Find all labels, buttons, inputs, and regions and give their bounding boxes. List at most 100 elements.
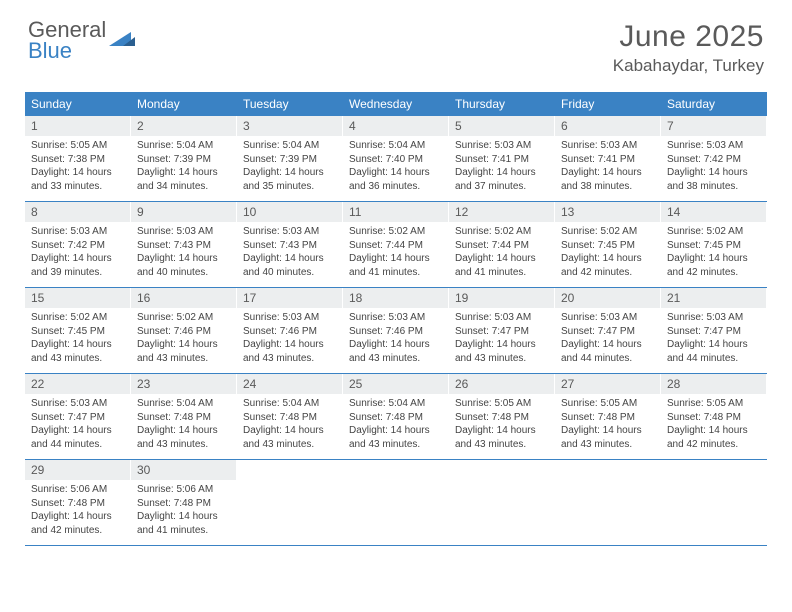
- day-number: 10: [237, 202, 343, 222]
- day-details: Sunrise: 5:04 AMSunset: 7:39 PMDaylight:…: [131, 136, 237, 201]
- day-number: 4: [343, 116, 449, 136]
- day-number: 9: [131, 202, 237, 222]
- day-details: Sunrise: 5:02 AMSunset: 7:46 PMDaylight:…: [131, 308, 237, 373]
- day-number: 26: [449, 374, 555, 394]
- weekday-header: Tuesday: [237, 92, 343, 116]
- day-details: Sunrise: 5:03 AMSunset: 7:47 PMDaylight:…: [555, 308, 661, 373]
- day-cell: 6Sunrise: 5:03 AMSunset: 7:41 PMDaylight…: [555, 116, 661, 202]
- day-cell: 23Sunrise: 5:04 AMSunset: 7:48 PMDayligh…: [131, 374, 237, 460]
- day-number: 11: [343, 202, 449, 222]
- day-number: 8: [25, 202, 131, 222]
- weekday-header-row: SundayMondayTuesdayWednesdayThursdayFrid…: [25, 92, 767, 116]
- day-cell: 25Sunrise: 5:04 AMSunset: 7:48 PMDayligh…: [343, 374, 449, 460]
- day-details: Sunrise: 5:03 AMSunset: 7:41 PMDaylight:…: [449, 136, 555, 201]
- day-number: 27: [555, 374, 661, 394]
- day-details: Sunrise: 5:03 AMSunset: 7:47 PMDaylight:…: [661, 308, 767, 373]
- calendar-table: SundayMondayTuesdayWednesdayThursdayFrid…: [25, 92, 767, 546]
- day-details: Sunrise: 5:05 AMSunset: 7:48 PMDaylight:…: [555, 394, 661, 459]
- day-cell: 20Sunrise: 5:03 AMSunset: 7:47 PMDayligh…: [555, 288, 661, 374]
- day-details: Sunrise: 5:04 AMSunset: 7:40 PMDaylight:…: [343, 136, 449, 201]
- day-cell: 27Sunrise: 5:05 AMSunset: 7:48 PMDayligh…: [555, 374, 661, 460]
- title-block: June 2025 Kabahaydar, Turkey: [613, 20, 764, 76]
- day-cell: 2Sunrise: 5:04 AMSunset: 7:39 PMDaylight…: [131, 116, 237, 202]
- month-title: June 2025: [613, 20, 764, 54]
- day-number: 16: [131, 288, 237, 308]
- brand-triangle-icon: [109, 28, 135, 53]
- day-number: 7: [661, 116, 767, 136]
- day-cell: 4Sunrise: 5:04 AMSunset: 7:40 PMDaylight…: [343, 116, 449, 202]
- day-number: 23: [131, 374, 237, 394]
- day-number: 5: [449, 116, 555, 136]
- day-details: Sunrise: 5:03 AMSunset: 7:42 PMDaylight:…: [25, 222, 131, 287]
- day-cell: [555, 460, 661, 546]
- day-number: 21: [661, 288, 767, 308]
- weekday-header: Saturday: [661, 92, 767, 116]
- day-number: 18: [343, 288, 449, 308]
- day-cell: 22Sunrise: 5:03 AMSunset: 7:47 PMDayligh…: [25, 374, 131, 460]
- day-number: 29: [25, 460, 131, 480]
- day-details: Sunrise: 5:04 AMSunset: 7:48 PMDaylight:…: [343, 394, 449, 459]
- day-cell: 1Sunrise: 5:05 AMSunset: 7:38 PMDaylight…: [25, 116, 131, 202]
- day-number: 6: [555, 116, 661, 136]
- day-number: 15: [25, 288, 131, 308]
- day-number: 17: [237, 288, 343, 308]
- day-details: Sunrise: 5:06 AMSunset: 7:48 PMDaylight:…: [25, 480, 131, 545]
- weekday-header: Friday: [555, 92, 661, 116]
- day-details: Sunrise: 5:03 AMSunset: 7:46 PMDaylight:…: [343, 308, 449, 373]
- day-cell: 21Sunrise: 5:03 AMSunset: 7:47 PMDayligh…: [661, 288, 767, 374]
- day-details: Sunrise: 5:04 AMSunset: 7:48 PMDaylight:…: [131, 394, 237, 459]
- day-cell: 7Sunrise: 5:03 AMSunset: 7:42 PMDaylight…: [661, 116, 767, 202]
- day-cell: 30Sunrise: 5:06 AMSunset: 7:48 PMDayligh…: [131, 460, 237, 546]
- day-cell: 9Sunrise: 5:03 AMSunset: 7:43 PMDaylight…: [131, 202, 237, 288]
- day-cell: 28Sunrise: 5:05 AMSunset: 7:48 PMDayligh…: [661, 374, 767, 460]
- day-details: Sunrise: 5:02 AMSunset: 7:45 PMDaylight:…: [661, 222, 767, 287]
- day-cell: 19Sunrise: 5:03 AMSunset: 7:47 PMDayligh…: [449, 288, 555, 374]
- day-number: 20: [555, 288, 661, 308]
- day-details: Sunrise: 5:03 AMSunset: 7:41 PMDaylight:…: [555, 136, 661, 201]
- day-cell: 5Sunrise: 5:03 AMSunset: 7:41 PMDaylight…: [449, 116, 555, 202]
- day-number: 2: [131, 116, 237, 136]
- day-cell: 15Sunrise: 5:02 AMSunset: 7:45 PMDayligh…: [25, 288, 131, 374]
- day-details: Sunrise: 5:03 AMSunset: 7:42 PMDaylight:…: [661, 136, 767, 201]
- brand-logo: General Blue: [28, 20, 135, 62]
- weekday-header: Thursday: [449, 92, 555, 116]
- day-number: 24: [237, 374, 343, 394]
- day-cell: 16Sunrise: 5:02 AMSunset: 7:46 PMDayligh…: [131, 288, 237, 374]
- day-cell: 29Sunrise: 5:06 AMSunset: 7:48 PMDayligh…: [25, 460, 131, 546]
- page-header: General Blue June 2025 Kabahaydar, Turke…: [0, 0, 792, 86]
- day-details: Sunrise: 5:02 AMSunset: 7:45 PMDaylight:…: [555, 222, 661, 287]
- weekday-header: Wednesday: [343, 92, 449, 116]
- day-number: 14: [661, 202, 767, 222]
- brand-word2: Blue: [28, 38, 72, 63]
- day-details: Sunrise: 5:05 AMSunset: 7:48 PMDaylight:…: [661, 394, 767, 459]
- day-cell: 11Sunrise: 5:02 AMSunset: 7:44 PMDayligh…: [343, 202, 449, 288]
- weekday-header: Monday: [131, 92, 237, 116]
- day-details: Sunrise: 5:04 AMSunset: 7:39 PMDaylight:…: [237, 136, 343, 201]
- day-cell: [661, 460, 767, 546]
- brand-text: General Blue: [28, 20, 106, 62]
- day-details: Sunrise: 5:02 AMSunset: 7:44 PMDaylight:…: [343, 222, 449, 287]
- day-cell: 14Sunrise: 5:02 AMSunset: 7:45 PMDayligh…: [661, 202, 767, 288]
- day-cell: 18Sunrise: 5:03 AMSunset: 7:46 PMDayligh…: [343, 288, 449, 374]
- day-details: Sunrise: 5:03 AMSunset: 7:46 PMDaylight:…: [237, 308, 343, 373]
- day-number: 22: [25, 374, 131, 394]
- day-number: 1: [25, 116, 131, 136]
- week-row: 15Sunrise: 5:02 AMSunset: 7:45 PMDayligh…: [25, 288, 767, 374]
- week-row: 22Sunrise: 5:03 AMSunset: 7:47 PMDayligh…: [25, 374, 767, 460]
- day-details: Sunrise: 5:05 AMSunset: 7:38 PMDaylight:…: [25, 136, 131, 201]
- day-cell: 13Sunrise: 5:02 AMSunset: 7:45 PMDayligh…: [555, 202, 661, 288]
- day-number: 25: [343, 374, 449, 394]
- day-cell: 24Sunrise: 5:04 AMSunset: 7:48 PMDayligh…: [237, 374, 343, 460]
- day-details: Sunrise: 5:03 AMSunset: 7:47 PMDaylight:…: [25, 394, 131, 459]
- day-number: 30: [131, 460, 237, 480]
- day-cell: 17Sunrise: 5:03 AMSunset: 7:46 PMDayligh…: [237, 288, 343, 374]
- day-details: Sunrise: 5:02 AMSunset: 7:45 PMDaylight:…: [25, 308, 131, 373]
- week-row: 1Sunrise: 5:05 AMSunset: 7:38 PMDaylight…: [25, 116, 767, 202]
- day-number: 13: [555, 202, 661, 222]
- day-number: 19: [449, 288, 555, 308]
- day-cell: [343, 460, 449, 546]
- day-number: 12: [449, 202, 555, 222]
- day-cell: 12Sunrise: 5:02 AMSunset: 7:44 PMDayligh…: [449, 202, 555, 288]
- day-number: 3: [237, 116, 343, 136]
- day-details: Sunrise: 5:03 AMSunset: 7:43 PMDaylight:…: [237, 222, 343, 287]
